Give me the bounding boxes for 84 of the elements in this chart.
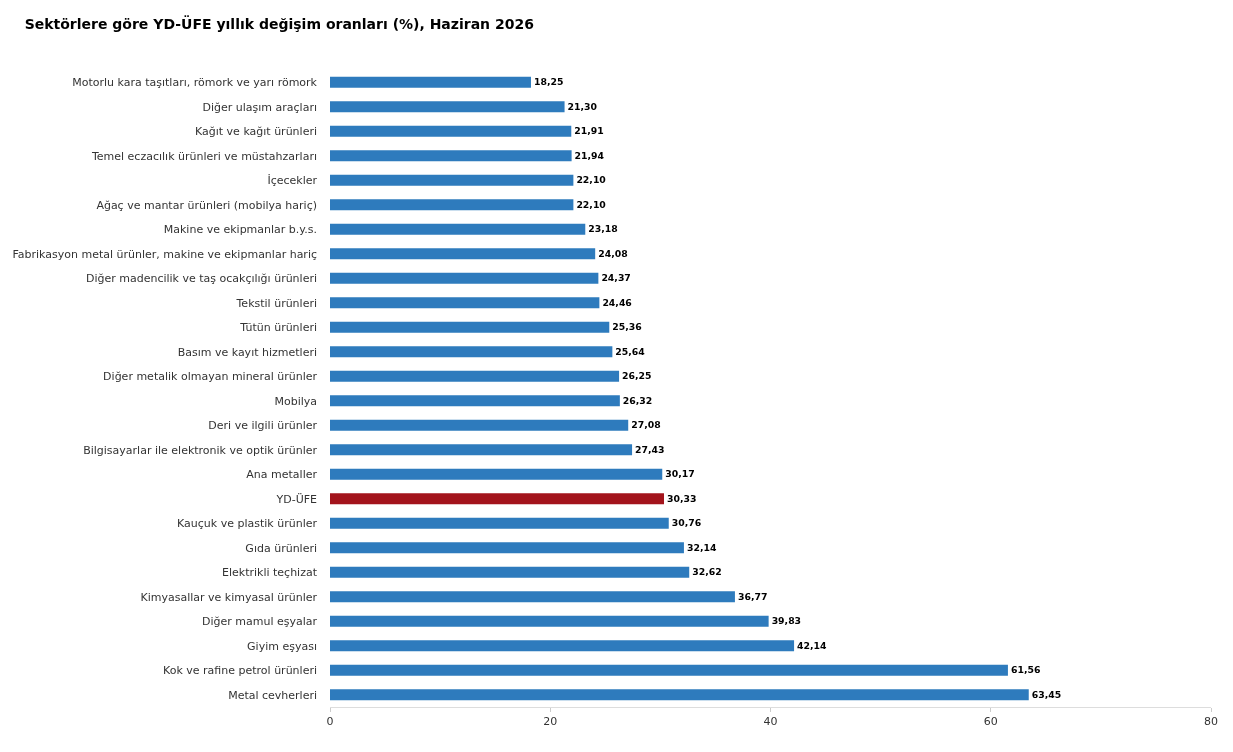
y-tick-label: Tütün ürünleri [239, 321, 317, 335]
data-label: 24,46 [602, 296, 632, 308]
data-label: 25,64 [615, 345, 646, 357]
data-label: 21,94 [574, 149, 605, 161]
y-tick-label: Kağıt ve kağıt ürünleri [195, 125, 317, 139]
data-label: 23,18 [588, 223, 618, 235]
data-label: 39,83 [771, 615, 802, 627]
data-label: 21,91 [574, 125, 604, 137]
bar [330, 297, 600, 309]
bar [330, 444, 633, 456]
y-tick-label: Kok ve rafine petrol ürünleri [163, 664, 317, 678]
y-tick-label: Diğer ulaşım araçları [202, 100, 317, 114]
bar [330, 395, 620, 407]
bar [330, 199, 574, 211]
y-tick-label: Makine ve ekipmanlar b.y.s. [163, 223, 317, 237]
y-tick-label: Gıda ürünleri [245, 541, 317, 555]
data-label: 61,56 [1010, 664, 1041, 676]
bar [330, 101, 565, 113]
y-tick-label: Fabrikasyon metal ürünler, makine ve ekipmanlar hariç [12, 247, 317, 261]
x-tick-label: 40 [763, 715, 778, 729]
bar [330, 346, 613, 358]
y-tick-label: Diğer metalik olmayan mineral ürünler [103, 370, 318, 384]
chart-title: Sektörlere göre YD-ÜFE yıllık değişim oranları (%), Haziran 2026 [24, 14, 534, 32]
y-tick-label: Kimyasallar ve kimyasal ürünler [140, 590, 318, 604]
data-label: 22,10 [576, 198, 607, 210]
y-tick-label: Kauçuk ve plastik ürünler [177, 517, 318, 531]
bar [330, 370, 620, 382]
y-tick-label: Deri ve ilgili ürünler [208, 419, 318, 433]
bar [330, 517, 669, 529]
data-label: 42,14 [797, 639, 828, 651]
bar [330, 615, 769, 627]
y-tick-label: Diğer mamul eşyalar [201, 615, 318, 629]
bar [330, 664, 1008, 676]
y-tick-label: Bilgisayarlar ile elektronik ve optik ürünler [83, 443, 318, 457]
x-tick-label: 20 [543, 715, 558, 729]
data-label: 36,77 [737, 590, 768, 602]
y-tick-label: Temel eczacılık ürünleri ve müstahzarları [90, 149, 317, 163]
data-label: 24,37 [601, 272, 631, 284]
x-tick-label: 80 [1204, 715, 1218, 729]
bar [330, 125, 572, 137]
data-label: 21,30 [567, 100, 598, 112]
data-label: 26,32 [622, 394, 653, 406]
bar [330, 689, 1029, 701]
y-tick-label: YD-ÜFE [275, 492, 318, 506]
data-label: 24,08 [598, 247, 628, 259]
bar [330, 566, 690, 578]
bar [330, 321, 610, 333]
bar [330, 76, 531, 88]
bar [330, 272, 599, 284]
bar [330, 150, 572, 162]
bar [330, 174, 574, 186]
y-tick-label: Elektrikli teçhizat [222, 566, 318, 580]
data-label: 32,62 [692, 566, 722, 578]
x-tick-label: 60 [983, 715, 998, 729]
y-tick-label: Giyim eşyası [247, 639, 317, 653]
data-label: 30,17 [665, 468, 695, 480]
data-label: 30,33 [667, 492, 697, 504]
x-tick-label: 0 [326, 715, 334, 729]
y-tick-label: Basım ve kayıt hizmetleri [177, 345, 317, 359]
y-tick-label: Diğer madencilik ve taş ocakçılığı ürünleri [85, 272, 317, 286]
y-tick-label: Metal cevherleri [228, 688, 317, 702]
data-label: 63,45 [1031, 688, 1062, 700]
y-tick-label: Tekstil ürünleri [235, 296, 317, 310]
y-tick-label: Mobilya [274, 394, 317, 408]
bar [330, 542, 684, 554]
data-label: 30,76 [671, 517, 702, 529]
y-tick-label: Motorlu kara taşıtları, römork ve yarı römork [72, 76, 318, 90]
data-label: 25,36 [612, 321, 642, 333]
bar [330, 468, 663, 480]
bar [330, 419, 629, 431]
data-label: 27,08 [631, 419, 661, 431]
bar [330, 248, 596, 260]
data-label: 22,10 [576, 174, 607, 186]
y-tick-label: Ağaç ve mantar ürünleri (mobilya hariç) [96, 198, 317, 212]
bar [330, 640, 795, 652]
bar [330, 223, 586, 235]
y-tick-label: İçecekler [267, 174, 318, 188]
data-label: 32,14 [686, 541, 717, 553]
data-label: 18,25 [533, 76, 564, 88]
bar [330, 493, 665, 505]
y-tick-label: Ana metaller [246, 468, 318, 482]
data-label: 26,25 [622, 370, 652, 382]
data-label: 27,43 [635, 443, 665, 455]
bar [330, 591, 735, 603]
